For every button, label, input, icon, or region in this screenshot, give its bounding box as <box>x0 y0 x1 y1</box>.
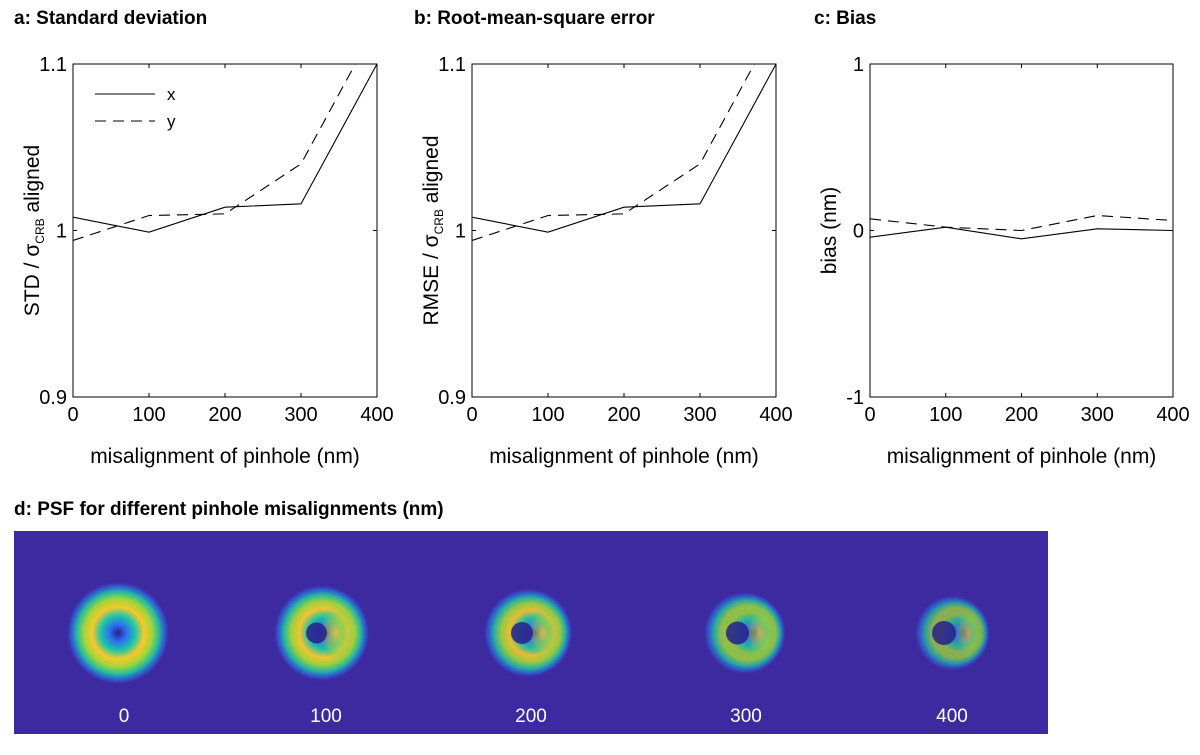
panel-b-y-axis-label: RMSE / σCRB aligned <box>420 135 446 325</box>
panel-a-axes-box <box>72 63 378 398</box>
panel-b-x-tick-label: 200 <box>607 404 640 426</box>
panel-a: a: Standard deviation 0 100 200 300 400 0.9 1 1… <box>14 8 394 468</box>
psf-spot-200-crescent <box>526 607 560 659</box>
panel-b-x-tick-label: 0 <box>466 404 477 426</box>
panel-c-x-tick-label: 300 <box>1081 404 1114 426</box>
panel-a-title: a: Standard deviation <box>14 8 207 29</box>
panel-a-y-tick-label: 0.9 <box>39 387 67 409</box>
psf-spot-400-crescent <box>954 609 982 657</box>
panel-b: b: Root-mean-square error 0 100 200 300 400 0… <box>414 8 793 468</box>
panel-c-x-tick-label: 400 <box>1156 404 1189 426</box>
psf-label-400: 400 <box>936 706 968 727</box>
panel-b-y-tick-label: 1.1 <box>438 54 466 76</box>
panel-c-x-tick-label: 100 <box>929 404 962 426</box>
panel-a-x-tick-label: 300 <box>284 404 317 426</box>
psf-spot-300-crescent <box>744 608 776 658</box>
panel-a-y-axis-label: STD / σCRB aligned <box>21 145 47 316</box>
panel-b-x-tick-label: 400 <box>759 404 792 426</box>
psf-label-200: 200 <box>515 706 547 727</box>
psf-label-0: 0 <box>119 706 130 727</box>
panel-b-x-tick-label: 100 <box>531 404 564 426</box>
panel-a-x-tick-label: 0 <box>67 404 78 426</box>
psf-spot-100-hole <box>306 622 327 644</box>
psf-spot-200-hole <box>511 622 533 644</box>
panel-b-series-y-line <box>472 64 755 242</box>
panel-b-x-axis-label: misalignment of pinhole (nm) <box>489 445 759 468</box>
panel-c-x-tick-label: 200 <box>1005 404 1038 426</box>
panel-c-x-tick-label: 0 <box>864 404 875 426</box>
panel-b-axes-box <box>471 63 777 398</box>
panel-a-x-tick-label: 200 <box>208 404 241 426</box>
panel-a-x-tick-label: 100 <box>132 404 165 426</box>
panel-c-title: c: Bias <box>814 8 876 29</box>
panel-b-y-tick-label: 0.9 <box>438 387 466 409</box>
psf-spot-300-hole <box>726 621 749 645</box>
legend-y-label: y <box>167 112 176 131</box>
panel-a-y-tick-label: 1 <box>56 221 67 243</box>
psf-spot-100-crescent <box>317 606 355 660</box>
panel-a-series-y-line <box>73 64 356 242</box>
psf-spot-400-hole <box>932 621 956 645</box>
panel-a-x-axis-label: misalignment of pinhole (nm) <box>90 445 360 468</box>
panel-c-y-tick-label: 1 <box>853 54 864 76</box>
panel-a-y-tick-label: 1.1 <box>39 54 67 76</box>
panel-c-x-axis-label: misalignment of pinhole (nm) <box>887 445 1157 468</box>
panel-b-title: b: Root-mean-square error <box>414 8 655 29</box>
panel-c-y-tick-label: 0 <box>853 221 864 243</box>
panel-c-series-x-line <box>870 226 1173 240</box>
psf-label-100: 100 <box>310 706 342 727</box>
panel-b-series-x-line <box>472 64 776 233</box>
panel-b-x-tick-label: 300 <box>683 404 716 426</box>
panel-b-y-tick-label: 1 <box>455 221 466 243</box>
legend-x-label: x <box>167 85 176 104</box>
panel-d: d: PSF for different pinhole misalignmen… <box>14 499 1048 734</box>
panel-a-series-x-line <box>73 64 377 233</box>
panel-c-y-axis-label: bias (nm) <box>818 187 841 275</box>
panel-d-title: d: PSF for different pinhole misalignmen… <box>14 499 444 520</box>
psf-label-300: 300 <box>730 706 762 727</box>
panel-c-series-y-line <box>870 214 1173 232</box>
panel-c-y-tick-label: -1 <box>846 387 864 409</box>
panel-a-x-tick-label: 400 <box>360 404 393 426</box>
psf-spot-0 <box>66 581 170 685</box>
